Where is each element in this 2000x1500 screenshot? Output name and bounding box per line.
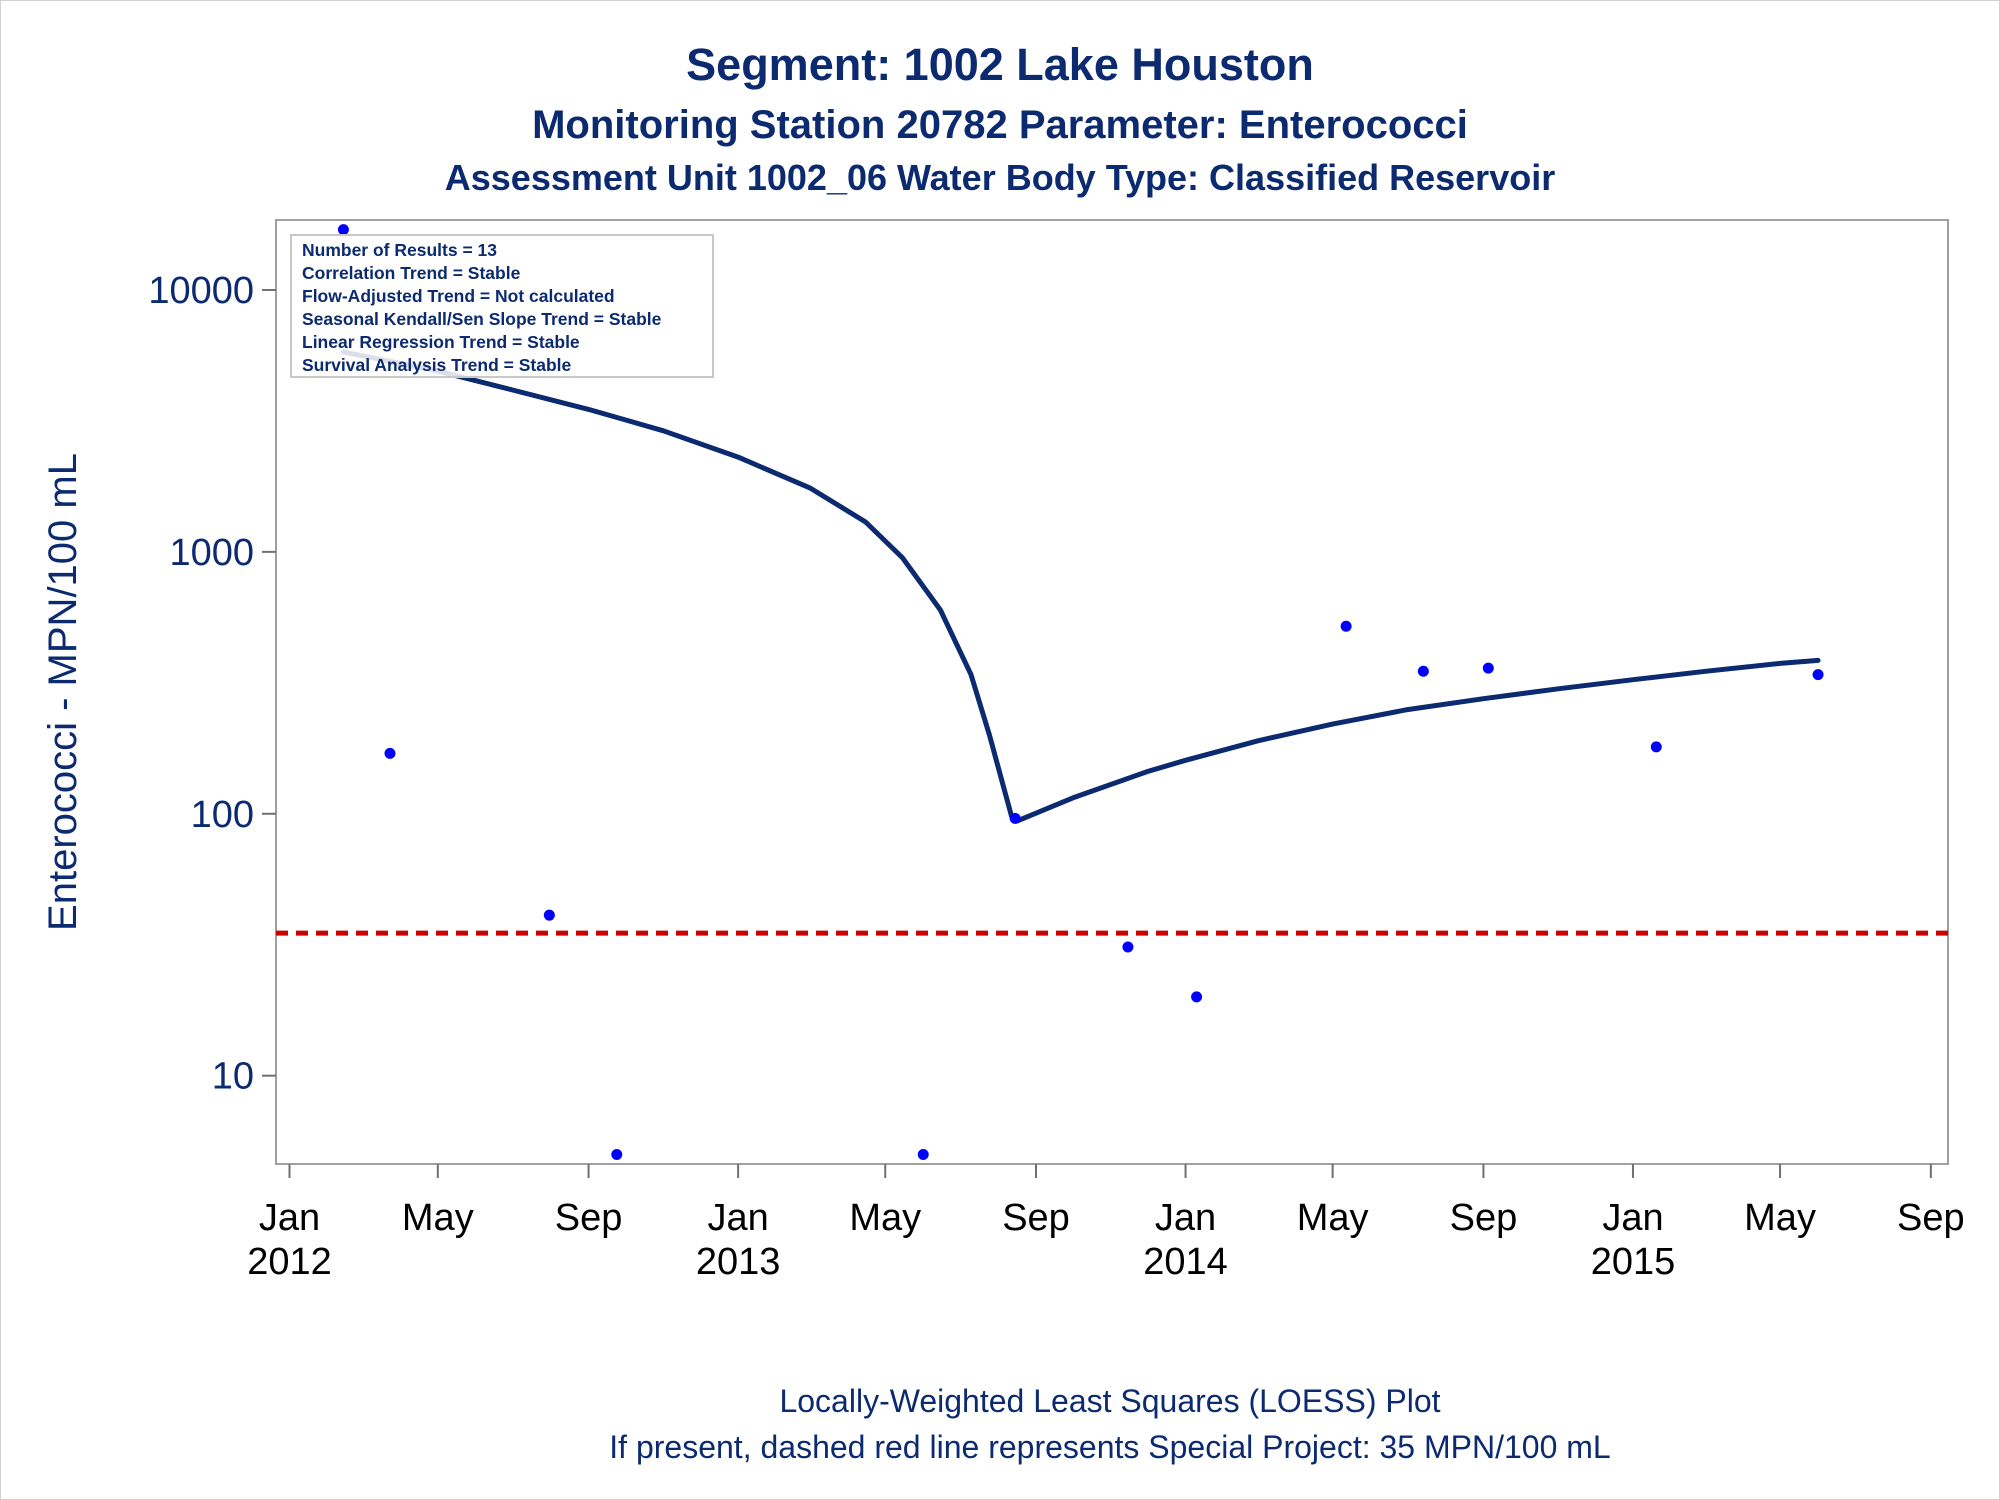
- data-point: [1191, 991, 1203, 1003]
- stats-line: Seasonal Kendall/Sen Slope Trend = Stabl…: [302, 309, 662, 329]
- data-point: [1009, 812, 1021, 824]
- chart-subtitle-assessment: Assessment Unit 1002_06 Water Body Type:…: [445, 157, 1555, 198]
- x-tick-label: Sep: [1450, 1197, 1518, 1239]
- x-tick-label: May: [1297, 1197, 1369, 1239]
- x-tick-label: Jan: [1602, 1197, 1663, 1239]
- x-tick-label: May: [402, 1197, 474, 1239]
- x-tick-year-label: 2012: [247, 1241, 332, 1283]
- x-tick-label: Sep: [555, 1197, 623, 1239]
- data-point: [917, 1149, 929, 1161]
- data-point: [1812, 669, 1824, 681]
- stats-line: Correlation Trend = Stable: [302, 263, 521, 283]
- x-tick-label: May: [1744, 1197, 1816, 1239]
- stats-line: Linear Regression Trend = Stable: [302, 332, 580, 352]
- y-tick-label: 1000: [169, 532, 254, 574]
- data-point: [1482, 662, 1494, 674]
- x-tick-label: Jan: [1155, 1197, 1216, 1239]
- data-point: [1122, 941, 1134, 953]
- x-tick-label: May: [849, 1197, 921, 1239]
- footnote-threshold: If present, dashed red line represents S…: [609, 1429, 1610, 1465]
- stats-line: Number of Results = 13: [302, 240, 497, 260]
- footnote-loess: Locally-Weighted Least Squares (LOESS) P…: [779, 1383, 1440, 1419]
- x-tick-label: Jan: [259, 1197, 320, 1239]
- y-axis: 10 100 1000 10000: [148, 270, 276, 1098]
- data-point: [337, 224, 349, 236]
- data-point: [384, 747, 396, 759]
- x-tick-year-label: 2013: [696, 1241, 781, 1283]
- y-axis-label: Enterococci - MPN/100 mL: [41, 453, 85, 931]
- data-point: [1650, 741, 1662, 753]
- data-point: [543, 909, 555, 921]
- x-tick-label: Sep: [1002, 1197, 1070, 1239]
- stats-box-frame: [290, 234, 714, 378]
- data-points: [337, 224, 1824, 1161]
- y-tick-label: 10000: [148, 270, 254, 312]
- y-tick-label: 10: [212, 1056, 254, 1098]
- x-tick-year-label: 2015: [1591, 1241, 1676, 1283]
- chart-subtitle-station: Monitoring Station 20782 Parameter: Ente…: [532, 103, 1468, 147]
- stats-box: Number of Results = 13 Correlation Trend…: [290, 234, 714, 378]
- chart-title: Segment: 1002 Lake Houston: [686, 39, 1314, 90]
- x-tick-year-label: 2014: [1143, 1241, 1228, 1283]
- data-point: [611, 1149, 623, 1161]
- x-tick-label: Jan: [707, 1197, 768, 1239]
- data-point: [1417, 665, 1429, 677]
- y-tick-label: 100: [191, 794, 254, 836]
- stats-line: Survival Analysis Trend = Stable: [302, 355, 572, 375]
- stats-line: Flow-Adjusted Trend = Not calculated: [302, 286, 615, 306]
- x-tick-label: Sep: [1897, 1197, 1965, 1239]
- data-point: [1340, 620, 1352, 632]
